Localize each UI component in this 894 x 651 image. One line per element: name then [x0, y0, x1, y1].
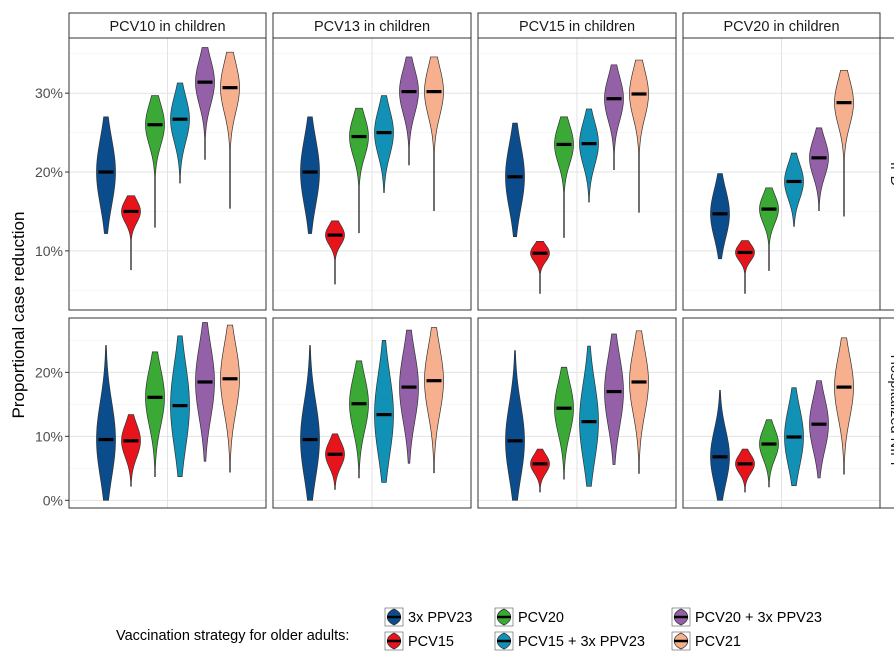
- violin: [554, 366, 574, 480]
- violin: [399, 56, 419, 166]
- panel: [477, 37, 677, 311]
- panel: [682, 37, 881, 311]
- violin: [834, 337, 854, 475]
- violin: [809, 380, 829, 479]
- violin: [424, 56, 444, 212]
- legend-item: PCV20 + 3x PPV23: [671, 607, 822, 627]
- panel-border: [272, 317, 472, 509]
- violin: [349, 360, 369, 479]
- strip-header-4: [682, 12, 881, 39]
- violin: [710, 389, 730, 501]
- column-label: PCV15 in children: [519, 19, 635, 35]
- legend-item: PCV15: [384, 631, 454, 651]
- y-tick-label: 10%: [35, 428, 63, 444]
- violin: [349, 107, 369, 234]
- panel: [272, 317, 472, 509]
- violin: [834, 69, 854, 217]
- legend-label: 3x PPV23: [408, 610, 473, 626]
- violin: [121, 195, 141, 271]
- violin: [554, 116, 574, 238]
- violin: [300, 116, 320, 234]
- violin: [505, 350, 525, 501]
- panel-border: [682, 37, 881, 311]
- column-label: PCV13 in children: [314, 19, 430, 35]
- violin: [735, 448, 755, 493]
- violin: [505, 122, 525, 238]
- facet-panels: PCV10 in children PCV13 in children PCV15 …: [35, 12, 894, 509]
- panel-border: [68, 37, 267, 311]
- panel-border: [477, 37, 677, 311]
- y-tick-label: 20%: [35, 364, 63, 380]
- legend-label: PCV21: [695, 634, 741, 650]
- violin: [145, 95, 165, 228]
- panel: [682, 317, 881, 509]
- violin: [424, 327, 444, 474]
- y-tick-label: 10%: [35, 243, 63, 259]
- violin: [220, 51, 240, 209]
- violin: [170, 82, 190, 184]
- row-label: IPD: [887, 162, 894, 186]
- panel: 0% 10% 20%: [35, 317, 267, 509]
- panel: [477, 317, 677, 509]
- violin: [784, 152, 804, 227]
- y-tick-label: 0%: [43, 492, 63, 508]
- violin: [759, 419, 779, 488]
- panel-border: [682, 317, 881, 509]
- violin: [629, 59, 649, 213]
- legend-label: PCV20 + 3x PPV23: [695, 610, 822, 626]
- strip-header-1: [68, 12, 267, 39]
- violin: [809, 127, 829, 212]
- violin: [399, 329, 419, 464]
- panel-border: [477, 317, 677, 509]
- y-tick-label: 30%: [35, 85, 63, 101]
- violin: [710, 173, 730, 260]
- legend-label: PCV15 + 3x PPV23: [518, 634, 645, 650]
- y-axis-label: Proportional case reduction: [9, 212, 28, 419]
- violin: [629, 330, 649, 474]
- violin: [374, 340, 394, 483]
- legend-item: PCV20: [494, 607, 564, 627]
- violin: [579, 108, 599, 203]
- violin: [530, 448, 550, 493]
- panel-border: [68, 317, 267, 509]
- violin: [374, 95, 394, 193]
- violin: [121, 414, 141, 487]
- violin: [145, 351, 165, 477]
- violin: [604, 333, 624, 465]
- violin: [300, 345, 320, 501]
- column-label: PCV10 in children: [109, 19, 225, 35]
- legend-item: 3x PPV23: [384, 607, 473, 627]
- panel: [272, 37, 472, 311]
- violin: [604, 64, 624, 171]
- legend-item: PCV15 + 3x PPV23: [494, 631, 645, 651]
- violin: [195, 47, 215, 160]
- panel-border: [272, 37, 472, 311]
- legend: Vaccination strategy for older adults: 3…: [116, 607, 822, 651]
- row-label: Hospitalized NIPP: [887, 355, 894, 472]
- legend-label: PCV20: [518, 610, 564, 626]
- legend-item: PCV21: [671, 631, 741, 651]
- violin: [195, 322, 215, 462]
- legend-title: Vaccination strategy for older adults:: [116, 628, 349, 644]
- column-label: PCV20 in children: [723, 19, 839, 35]
- violin: [579, 345, 599, 487]
- violin: [96, 116, 116, 234]
- violin: [220, 324, 240, 473]
- legend-label: PCV15: [408, 634, 454, 650]
- violin: [325, 433, 345, 490]
- panel: 10% 20% 30%: [35, 37, 267, 311]
- y-tick-label: 20%: [35, 164, 63, 180]
- strip-header-3: [477, 12, 677, 39]
- violin: [96, 345, 116, 501]
